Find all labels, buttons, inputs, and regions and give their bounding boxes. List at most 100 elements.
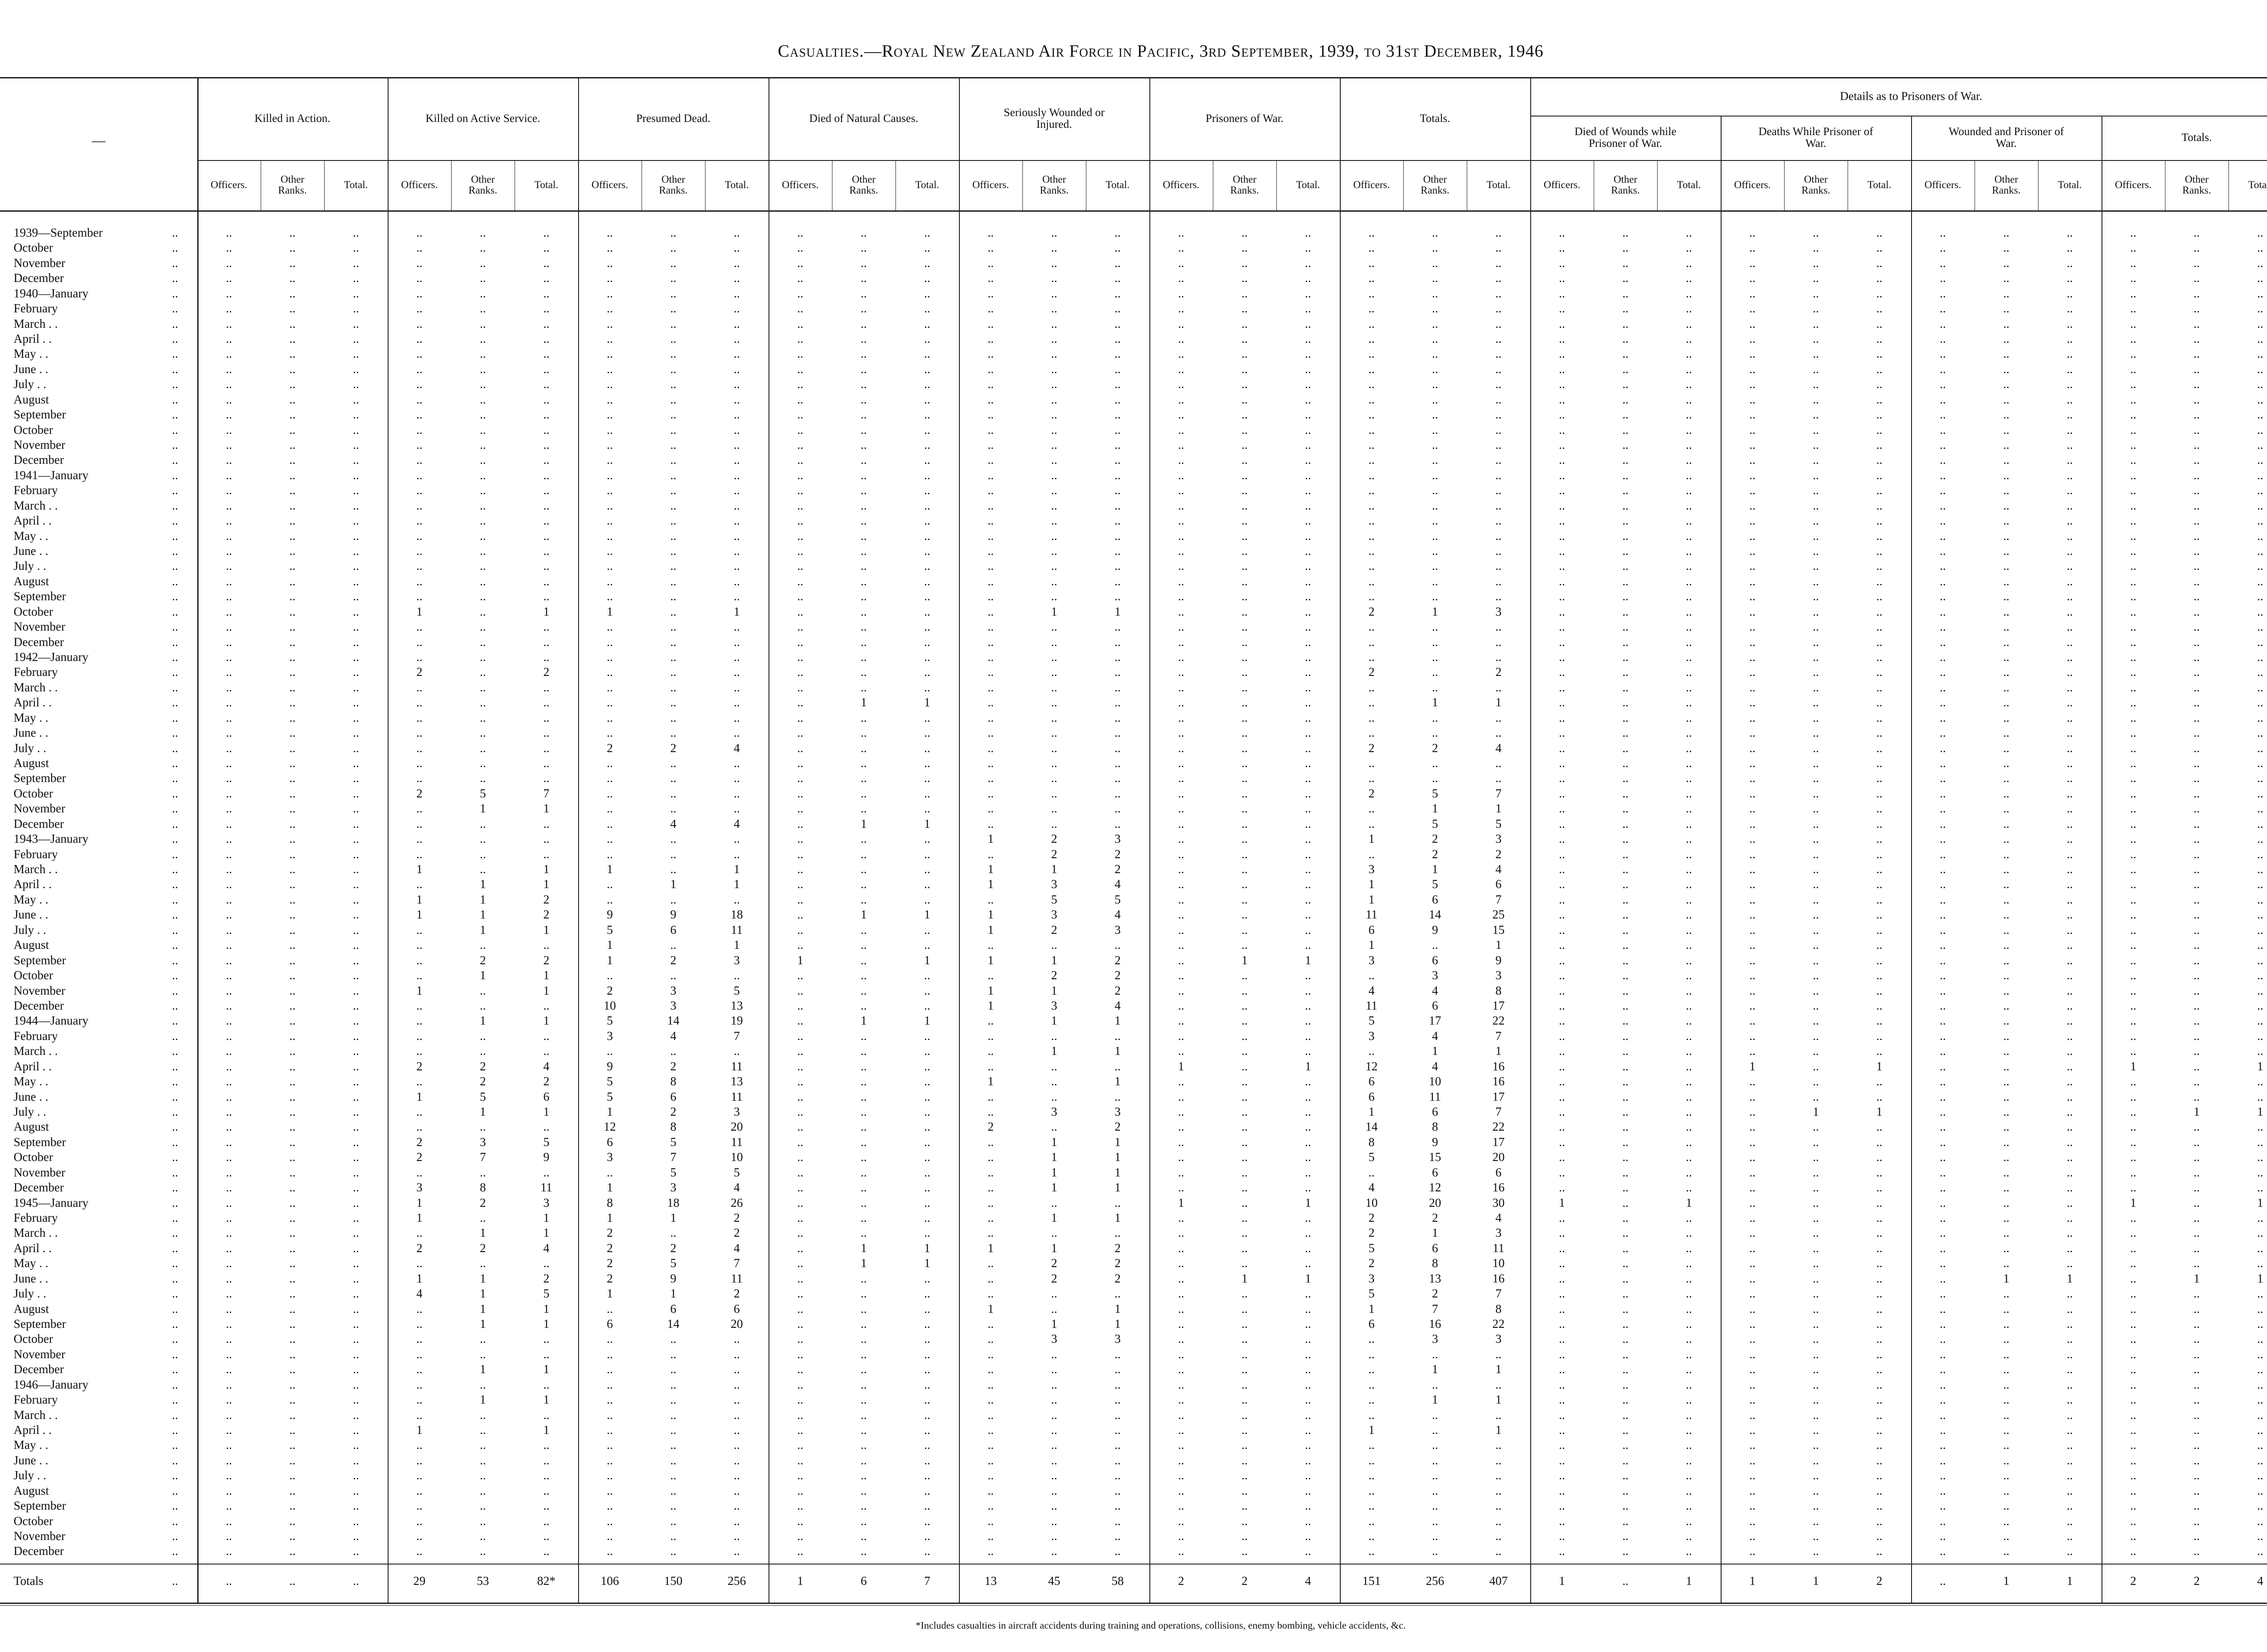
cell: .. [2231, 1211, 2267, 1224]
leader: .. [166, 1574, 184, 1587]
cell: .. [1152, 362, 1211, 375]
cell: .. [1469, 468, 1528, 481]
cell: .. [199, 1226, 258, 1239]
cell: .. [1850, 1469, 1909, 1482]
cell: 1 [1088, 1045, 1147, 1058]
cell: .. [1723, 438, 1782, 451]
cell: .. [1850, 696, 1909, 709]
cell: .. [2040, 393, 2099, 406]
cell: .. [2167, 1075, 2226, 1088]
cell: 1 [961, 863, 1020, 876]
cell: 1 [1342, 1423, 1401, 1436]
cell: .. [1152, 408, 1211, 421]
cell: .. [1469, 635, 1528, 648]
cell: 1 [771, 953, 830, 967]
row-label: December [14, 817, 177, 830]
cell: .. [1723, 302, 1782, 315]
cell: .. [1469, 438, 1528, 451]
cell: .. [1279, 1135, 1338, 1148]
cell: .. [1786, 1241, 1845, 1254]
cell: .. [1596, 1453, 1655, 1467]
cell: 6 [1342, 1075, 1401, 1088]
cell: .. [898, 1272, 957, 1285]
cell: .. [1786, 1378, 1845, 1391]
cell: .. [326, 847, 385, 860]
cell: .. [1342, 1529, 1401, 1542]
rule [1403, 160, 1404, 210]
cell: .. [834, 287, 893, 300]
cell: .. [898, 484, 957, 497]
cell: .. [1406, 499, 1464, 512]
cell: .. [2040, 1257, 2099, 1270]
cell: .. [453, 423, 512, 436]
cell: .. [2167, 317, 2226, 330]
cell: .. [1723, 635, 1782, 648]
cell: .. [1406, 378, 1464, 391]
cell: .. [390, 287, 449, 300]
cell: .. [1532, 817, 1591, 830]
cell: .. [1342, 1469, 1401, 1482]
cell: .. [2231, 938, 2267, 952]
cell: .. [1913, 1181, 1972, 1194]
cell: .. [2040, 332, 2099, 345]
leader: .. [166, 863, 184, 876]
cell: 1 [1850, 1105, 1909, 1118]
cell: 1 [517, 863, 576, 876]
cell: .. [1659, 590, 1718, 603]
cell: .. [1215, 757, 1274, 770]
cell: .. [1850, 1226, 1909, 1239]
cell: .. [1279, 1347, 1338, 1360]
cell: .. [1913, 863, 1972, 876]
cell: .. [644, 787, 703, 800]
cell: .. [771, 317, 830, 330]
cell: 4 [644, 817, 703, 830]
cell: .. [1152, 1241, 1211, 1254]
cell: .. [898, 408, 957, 421]
cell: 1 [1406, 1393, 1464, 1406]
cell: .. [1215, 1257, 1274, 1270]
cell: .. [263, 651, 322, 664]
cell: .. [1215, 1151, 1274, 1164]
cell: .. [961, 241, 1020, 254]
cell: 12 [580, 1120, 639, 1133]
cell: .. [1215, 499, 1274, 512]
cell: .. [580, 272, 639, 285]
cell: .. [1659, 1181, 1718, 1194]
row-label: September [14, 590, 177, 603]
cell: 6 [1406, 1241, 1464, 1254]
cell: 2 [1025, 1257, 1084, 1270]
cell: .. [961, 378, 1020, 391]
cell: .. [2040, 408, 2099, 421]
cell: .. [2040, 499, 2099, 512]
row-label: August [14, 1302, 177, 1315]
cell: .. [1659, 1514, 1718, 1527]
cell: .. [644, 1469, 703, 1482]
cell: .. [771, 726, 830, 739]
cell: .. [1025, 787, 1084, 800]
cell: .. [961, 1453, 1020, 1467]
cell: .. [326, 1393, 385, 1406]
cell: .. [517, 1378, 576, 1391]
cell: .. [1723, 574, 1782, 588]
cell: .. [1342, 529, 1401, 542]
cell: .. [1088, 696, 1147, 709]
cell: 11 [1469, 1241, 1528, 1254]
cell: .. [1977, 1241, 2036, 1254]
cell: .. [1596, 1545, 1655, 1558]
cell: .. [707, 393, 766, 406]
cell: .. [834, 484, 893, 497]
cell: .. [707, 1423, 766, 1436]
cell: .. [2167, 680, 2226, 694]
cell: .. [771, 847, 830, 860]
cell: .. [771, 741, 830, 754]
cell: .. [263, 1075, 322, 1088]
leader: .. [166, 999, 184, 1012]
cell: .. [1469, 680, 1528, 694]
cell: .. [1279, 923, 1338, 936]
cell: .. [1786, 1272, 1845, 1285]
leader: .. [166, 1484, 184, 1497]
cell: .. [390, 817, 449, 830]
cell: .. [1342, 635, 1401, 648]
cell: .. [1913, 1241, 1972, 1254]
row-label: March . . [14, 1226, 177, 1239]
